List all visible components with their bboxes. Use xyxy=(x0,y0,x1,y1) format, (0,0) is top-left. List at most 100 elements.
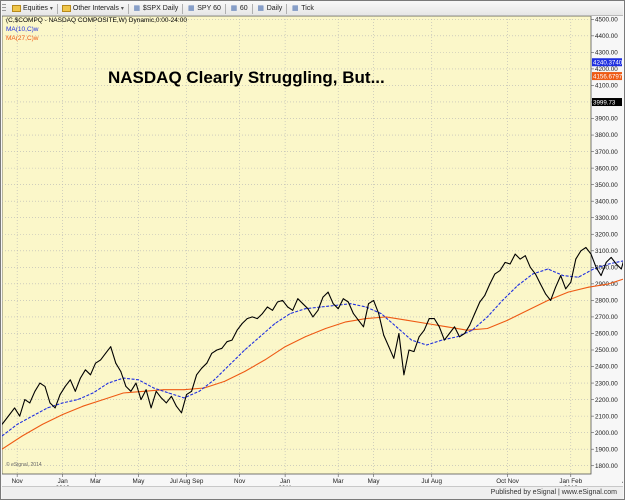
toolbar-item-label: 60 xyxy=(239,5,248,12)
ma-slow-line-point xyxy=(244,371,246,372)
ma-fast-line-point xyxy=(411,339,412,341)
price-line-point xyxy=(307,308,309,310)
ma-slow-line-point xyxy=(163,389,165,391)
last-value-tag-label: 4156.67974 xyxy=(593,73,623,80)
toolbar-item-label: $SPX Daily xyxy=(142,5,179,12)
ma-slow-line-point xyxy=(41,423,43,425)
price-line-point xyxy=(297,298,299,300)
y-tick-label: 4100.00 xyxy=(595,83,618,90)
ma-fast-line-point xyxy=(380,313,382,315)
folder-icon xyxy=(61,5,71,12)
price-line-point xyxy=(49,402,51,404)
price-line-point xyxy=(332,303,334,305)
price-line-point xyxy=(393,357,395,359)
last-value-tag-bg xyxy=(592,72,622,81)
price-line-point xyxy=(474,313,476,315)
price-line-point xyxy=(90,374,91,376)
y-tick-label: 3800.00 xyxy=(595,132,618,139)
price-line-point xyxy=(454,326,455,328)
y-tick-label: 3000.00 xyxy=(595,265,618,272)
price-line-point xyxy=(373,299,375,301)
price-line-point xyxy=(79,377,81,379)
price-line-point xyxy=(181,412,182,414)
ma-fast-line-point xyxy=(229,364,230,366)
ma-fast-line-point xyxy=(274,323,276,324)
price-line-point xyxy=(539,283,541,285)
toolbar-grip[interactable] xyxy=(2,4,6,13)
toolbar-spx-daily-button[interactable]: ▦ $SPX Daily xyxy=(130,3,181,15)
price-line-point xyxy=(221,347,223,349)
price-line-point xyxy=(448,333,450,334)
chart-area[interactable]: 1800.00 1900.00 2000.00 2100.00 2200.00 2300.… xyxy=(1,15,625,492)
price-line-point xyxy=(317,309,319,311)
ma-fast-line-point xyxy=(47,407,48,409)
ma-slow-line-point xyxy=(183,389,185,391)
toolbar-tick-button[interactable]: ▦ Tick xyxy=(288,3,317,15)
toolbar-spy-60-button[interactable]: ▦ SPY 60 xyxy=(184,3,224,15)
y-tick-label: 2300.00 xyxy=(595,380,618,387)
ma-fast-line-point xyxy=(471,329,473,331)
price-line-point xyxy=(282,299,284,301)
x-tick-label: Mar xyxy=(90,478,101,485)
price-line-point xyxy=(14,407,16,409)
price-line-point xyxy=(555,286,557,288)
price-chart[interactable]: 1800.00 1900.00 2000.00 2100.00 2200.00 2300.… xyxy=(1,15,625,492)
published-by-text: Published by eSignal | www.eSignal.com xyxy=(490,489,617,496)
toolbar-equities-button[interactable]: Equities ▾ xyxy=(9,3,56,15)
price-line-point xyxy=(524,255,526,257)
price-line-point xyxy=(398,333,400,334)
ma-fast-line-point xyxy=(532,273,534,275)
price-line-point xyxy=(342,298,344,300)
toolbar-other-intervals-button[interactable]: Other Intervals ▾ xyxy=(59,3,127,15)
ma-fast-line-point xyxy=(244,349,246,351)
price-line-point xyxy=(211,352,213,354)
price-line-point xyxy=(216,349,218,351)
price-line-point xyxy=(150,407,152,409)
ma-slow-line-point xyxy=(406,319,407,321)
ma-slow-line-point xyxy=(102,399,104,401)
price-line-point xyxy=(363,326,364,328)
price-line-point xyxy=(105,352,107,354)
price-line-point xyxy=(565,288,567,290)
ma-fast-line-point xyxy=(62,402,64,404)
y-tick-label: 4400.00 xyxy=(595,33,618,40)
chart-icon: ▦ xyxy=(187,5,195,12)
ma-fast-line-point xyxy=(350,303,352,305)
price-line-point xyxy=(135,382,137,384)
y-tick-label: 3400.00 xyxy=(595,198,618,205)
toolbar-divider xyxy=(286,3,288,14)
toolbar-item-label: Daily xyxy=(266,5,283,12)
price-line-point xyxy=(54,407,56,409)
folder-icon xyxy=(12,5,21,12)
price-line-point xyxy=(74,390,76,392)
toolbar-daily-button[interactable]: ▦ Daily xyxy=(254,3,286,15)
x-tick-label: Jan xyxy=(280,478,291,485)
ma-fast-line-point xyxy=(107,382,109,384)
y-tick-label: 3900.00 xyxy=(595,116,618,123)
price-line-point xyxy=(378,313,380,315)
ma-fast-line-point xyxy=(502,299,503,301)
toolbar-divider xyxy=(127,3,129,14)
y-tick-label: 2000.00 xyxy=(595,430,618,437)
toolbar-60-button[interactable]: ▦ 60 xyxy=(227,3,251,15)
price-line-point xyxy=(100,359,102,361)
grid xyxy=(2,16,591,474)
price-line-point xyxy=(610,256,612,258)
ma-slow-line-point xyxy=(588,286,589,288)
watermark: © eSignal, 2014 xyxy=(6,461,42,468)
ma-slow-line-point xyxy=(304,336,306,338)
price-line-point xyxy=(418,336,420,338)
ma-fast-line-point xyxy=(259,336,261,338)
price-line-point xyxy=(499,270,501,272)
price-line-point xyxy=(24,399,26,401)
symbol-line: (C,$COMPQ - NASDAQ COMPOSITE,W) Dynamic,… xyxy=(6,17,187,24)
ma-fast-line-point xyxy=(213,379,215,381)
toolbar-item-label: Equities xyxy=(23,5,48,12)
ma-slow-line-point xyxy=(264,359,266,361)
price-line-point xyxy=(130,390,132,392)
price-line-point xyxy=(256,318,258,320)
price-line-point xyxy=(352,313,354,315)
ma-slow-line-point xyxy=(446,326,448,328)
x-tick-label: Nov xyxy=(234,478,246,485)
